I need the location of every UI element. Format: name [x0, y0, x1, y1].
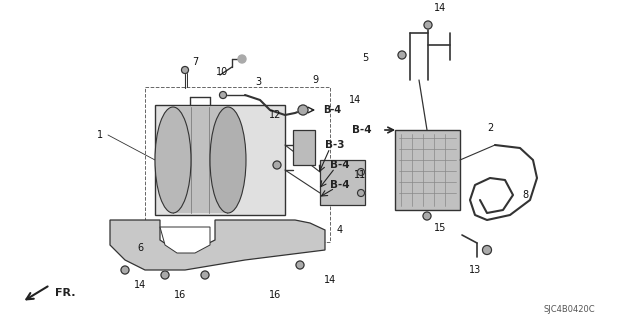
Text: B-4: B-4 [330, 160, 350, 170]
Circle shape [358, 189, 365, 197]
Text: 15: 15 [434, 223, 446, 233]
Circle shape [398, 51, 406, 59]
Text: SJC4B0420C: SJC4B0420C [543, 306, 595, 315]
Text: 4: 4 [337, 225, 343, 235]
Text: 14: 14 [134, 280, 146, 290]
Text: 7: 7 [192, 57, 198, 67]
Circle shape [483, 246, 492, 255]
Bar [155, 105, 285, 215]
Bar [320, 160, 365, 205]
Text: 11: 11 [354, 170, 366, 180]
Text: B-4: B-4 [352, 125, 372, 135]
Text: B-4: B-4 [330, 180, 350, 190]
Circle shape [423, 212, 431, 220]
Polygon shape [160, 227, 210, 253]
Circle shape [182, 66, 189, 73]
Circle shape [298, 105, 308, 115]
Bar [395, 130, 460, 210]
Text: 16: 16 [174, 290, 186, 300]
Text: B-3: B-3 [325, 140, 345, 150]
Text: 5: 5 [362, 53, 368, 63]
Circle shape [273, 161, 281, 169]
Circle shape [121, 266, 129, 274]
Text: 6: 6 [137, 243, 143, 253]
Text: 16: 16 [269, 290, 281, 300]
Text: 8: 8 [522, 190, 528, 200]
Text: 1: 1 [97, 130, 103, 140]
Text: 2: 2 [487, 123, 493, 133]
Text: 12: 12 [269, 110, 281, 120]
Bar [173, 107, 228, 213]
Bar [145, 87, 330, 242]
Circle shape [296, 261, 304, 269]
Circle shape [424, 21, 432, 29]
Circle shape [358, 168, 365, 175]
Polygon shape [110, 220, 325, 270]
Text: 14: 14 [324, 275, 336, 285]
Circle shape [238, 55, 246, 63]
Text: 9: 9 [312, 75, 318, 85]
Text: 3: 3 [255, 77, 261, 87]
Ellipse shape [155, 107, 191, 213]
Circle shape [220, 92, 227, 99]
Ellipse shape [210, 107, 246, 213]
Text: 14: 14 [349, 95, 361, 105]
Circle shape [161, 271, 169, 279]
Circle shape [201, 271, 209, 279]
Text: 10: 10 [216, 67, 228, 77]
Text: 13: 13 [469, 265, 481, 275]
Text: B-4: B-4 [323, 105, 341, 115]
Text: 14: 14 [434, 3, 446, 13]
Bar [293, 130, 315, 165]
Text: FR.: FR. [55, 288, 76, 298]
